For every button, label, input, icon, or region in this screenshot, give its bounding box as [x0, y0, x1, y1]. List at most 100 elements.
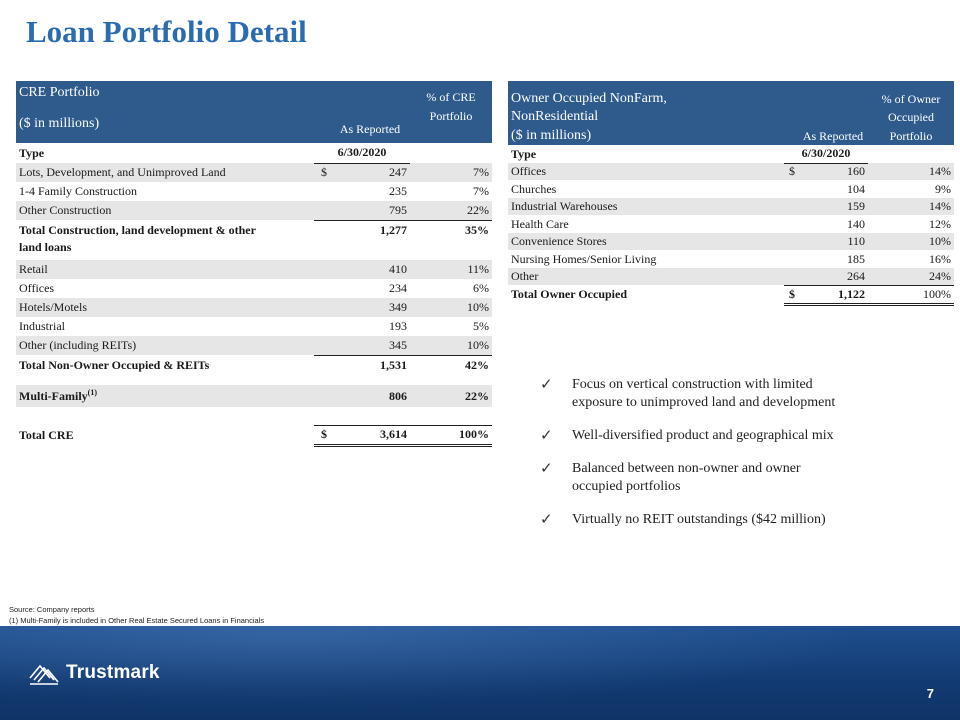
- row-value: 234: [389, 281, 407, 295]
- row-pct: 16%: [929, 251, 951, 266]
- row-value: 795: [330, 201, 410, 220]
- subtotal-pct: 35%: [410, 219, 492, 240]
- checkmark-icon: ✓: [540, 377, 553, 393]
- cre-header-subtitle: ($ in millions): [19, 116, 100, 131]
- row-pct: 12%: [929, 216, 951, 231]
- oo-date: 6/30/2020: [784, 145, 868, 164]
- dollar-sign: $: [784, 163, 798, 180]
- bullet-text-line1: Focus on vertical construction with limi…: [572, 377, 813, 392]
- row-value: 193: [389, 319, 407, 333]
- checkmark-icon: ✓: [540, 428, 553, 444]
- row-value: 235: [389, 184, 407, 198]
- row-label: Hotels/Motels: [16, 298, 314, 317]
- subtotal-label-line2: land loans: [19, 240, 72, 254]
- source-line: Source: Company reports: [9, 605, 95, 614]
- row-value: 349: [330, 298, 410, 317]
- row-value: 264: [798, 268, 868, 285]
- cre-header-reported: As Reported: [339, 121, 401, 136]
- row-label: Lots, Development, and Unimproved Land: [16, 163, 314, 182]
- row-pct: 22%: [410, 201, 492, 220]
- row-value: 159: [798, 198, 868, 215]
- total-pct: 100%: [868, 284, 954, 306]
- row-label: Industrial: [19, 319, 65, 333]
- row-value: 345: [330, 336, 410, 355]
- multifamily-label: Multi-Family: [19, 389, 88, 403]
- row-pct: 10%: [410, 336, 492, 355]
- table-row: Offices 234 6%: [16, 279, 492, 298]
- list-item: ✓ Well-diversified product and geographi…: [540, 427, 940, 445]
- bullet-text-line2: occupied portfolios: [572, 479, 681, 494]
- checkmark-icon: ✓: [540, 461, 553, 477]
- page-title: Loan Portfolio Detail: [26, 14, 307, 49]
- list-item: ✓ Balanced between non-owner and owner o…: [540, 460, 940, 496]
- row-label: Other: [508, 268, 784, 285]
- cre-header-pct-line1: % of CRE: [426, 90, 476, 104]
- oo-header-title-line1: Owner Occupied NonFarm,: [511, 91, 667, 106]
- row-label: Churches: [511, 181, 557, 196]
- row-pct: 6%: [473, 281, 489, 295]
- row-value: 140: [847, 216, 865, 231]
- row-label: Convenience Stores: [508, 233, 784, 250]
- subtotal-label: Total Non-Owner Occupied & REITs: [19, 357, 210, 372]
- table-row: Other (including REITs) 345 10%: [16, 336, 492, 355]
- dollar-sign: $: [784, 284, 798, 306]
- subtotal-row: Total Construction, land development & o…: [16, 219, 492, 240]
- table-row: Lots, Development, and Unimproved Land $…: [16, 163, 492, 182]
- row-value: 160: [798, 163, 868, 180]
- list-item: ✓ Focus on vertical construction with li…: [540, 376, 940, 412]
- row-value: 110: [798, 233, 868, 250]
- multifamily-value: 806: [330, 385, 410, 407]
- subtotal-row: Total Non-Owner Occupied & REITs 1,531 4…: [16, 354, 492, 375]
- total-pct: 100%: [410, 424, 492, 447]
- row-pct: 7%: [473, 184, 489, 198]
- cre-date: 6/30/2020: [314, 143, 410, 164]
- total-label: Total Owner Occupied: [511, 287, 628, 301]
- source-note: Source: Company reports (1) Multi-Family…: [9, 604, 264, 626]
- row-value: 247: [330, 163, 410, 182]
- table-row: Health Care 140 12%: [508, 215, 954, 233]
- table-row: Retail 410 11%: [16, 260, 492, 279]
- row-pct: 10%: [868, 233, 954, 250]
- brand-name: Trustmark: [66, 662, 160, 683]
- row-label: Nursing Homes/Senior Living: [511, 251, 657, 266]
- table-row: Convenience Stores 110 10%: [508, 233, 954, 250]
- row-label: Other (including REITs): [16, 336, 314, 355]
- cre-type-label: Type: [19, 145, 45, 160]
- row-pct: 11%: [410, 260, 492, 279]
- total-label: Total CRE: [19, 427, 74, 442]
- checkmark-icon: ✓: [540, 512, 553, 528]
- table-row: Nursing Homes/Senior Living 185 16%: [508, 250, 954, 268]
- subtotal-value: 1,277: [330, 219, 410, 240]
- oo-header-pct-line3: Portfolio: [889, 128, 933, 143]
- bullet-text-line1: Virtually no REIT outstandings ($42 mill…: [572, 512, 826, 527]
- total-row: Total CRE $ 3,614 100%: [16, 424, 492, 447]
- oo-header-pct-line2: Occupied: [888, 109, 934, 124]
- footer-bar: Trustmark 7: [0, 626, 960, 720]
- cre-portfolio-table: CRE Portfolio % of CRE ($ in millions) A…: [16, 81, 492, 447]
- table-row: 1-4 Family Construction 235 7%: [16, 182, 492, 201]
- subtotal-label-line1: Total Construction, land development & o…: [19, 222, 256, 237]
- oo-header-pct-line1: % of Owner: [881, 92, 941, 106]
- row-pct: 24%: [868, 268, 954, 285]
- dollar-sign: $: [314, 424, 330, 447]
- bullet-text-line1: Well-diversified product and geographica…: [572, 428, 834, 443]
- footnote-marker: (1): [87, 388, 97, 397]
- row-label: Offices: [508, 163, 784, 180]
- trustmark-logo: Trustmark: [28, 660, 160, 686]
- row-pct: 14%: [868, 163, 954, 180]
- row-label: Other Construction: [16, 201, 314, 220]
- row-value: 410: [330, 260, 410, 279]
- multifamily-row: Multi-Family(1) 806 22%: [16, 385, 492, 407]
- table-row: Offices $ 160 14%: [508, 163, 954, 180]
- row-label: Industrial Warehouses: [508, 198, 784, 215]
- row-label: Retail: [16, 260, 314, 279]
- owner-occupied-table: Owner Occupied NonFarm, % of Owner NonRe…: [508, 81, 954, 306]
- row-pct: 9%: [935, 181, 951, 196]
- dollar-sign: $: [314, 163, 330, 182]
- multifamily-pct: 22%: [410, 385, 492, 407]
- table-row: Other Construction 795 22%: [16, 201, 492, 220]
- row-pct: 14%: [868, 198, 954, 215]
- oo-header-reported: As Reported: [802, 128, 864, 143]
- cre-header-title: CRE Portfolio: [19, 85, 100, 100]
- bullet-text-line1: Balanced between non-owner and owner: [572, 461, 801, 476]
